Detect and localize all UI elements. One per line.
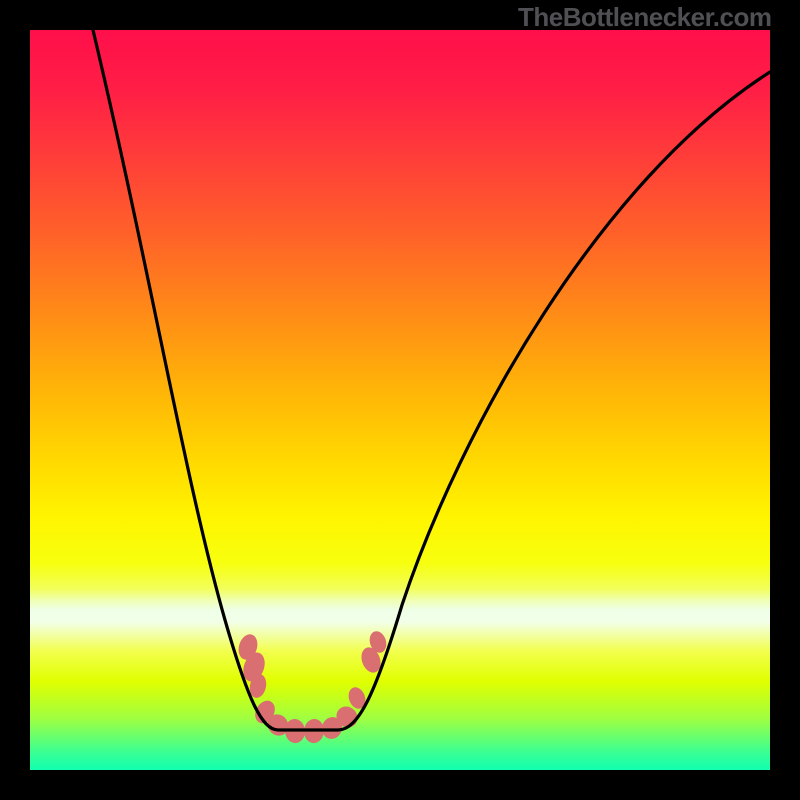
frame-bottom xyxy=(0,770,800,800)
frame-left xyxy=(0,0,30,800)
bottleneck-chart xyxy=(0,0,800,800)
watermark-text: TheBottlenecker.com xyxy=(518,2,771,33)
gradient-background xyxy=(30,30,770,770)
frame-right xyxy=(770,0,800,800)
